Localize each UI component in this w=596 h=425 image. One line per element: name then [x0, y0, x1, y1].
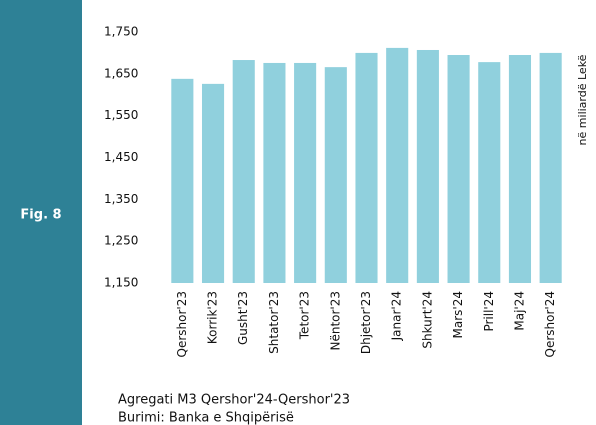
bar — [416, 49, 439, 283]
x-tick-label: Prill'24 — [482, 291, 496, 332]
bar — [294, 62, 317, 283]
y-tick-label: 1,350 — [104, 192, 138, 206]
x-tick-label: Janar'24 — [390, 291, 404, 341]
bar — [232, 60, 255, 283]
fig-label: Fig. 8 — [20, 208, 61, 223]
y-tick-label: 1,750 — [104, 25, 138, 39]
source: Burimi: Banka e Shqipërisë — [118, 411, 294, 425]
x-tick-label: Qershor'23 — [175, 291, 189, 357]
bar — [386, 47, 409, 283]
y-tick-label: 1,450 — [104, 150, 138, 164]
bar — [508, 55, 532, 284]
bar — [263, 62, 286, 283]
y-tick-label: 1,550 — [104, 108, 138, 122]
y-tick-label: 1,650 — [104, 66, 138, 80]
x-tick-label: Shtator'23 — [267, 291, 281, 354]
x-tick-label: Nëntor'23 — [328, 291, 342, 351]
x-tick-label: Tetor'23 — [298, 291, 312, 340]
y-tick-label: 1,150 — [104, 276, 138, 290]
bar — [324, 67, 347, 283]
bar — [478, 62, 501, 284]
x-tick-label: Maj'24 — [512, 291, 526, 331]
bar — [171, 78, 194, 283]
bar — [201, 83, 225, 283]
x-tick-label: Qershor'24 — [543, 291, 557, 357]
bar — [539, 52, 562, 283]
y-axis-label: në miliardë Lekë — [576, 54, 589, 145]
caption: Agregati M3 Qershor'24-Qershor'23 — [118, 393, 350, 408]
x-tick-label: Mars'24 — [451, 291, 465, 338]
sidebar — [0, 0, 82, 425]
x-tick-label: Gusht'23 — [236, 291, 250, 345]
y-tick-label: 1,250 — [104, 234, 138, 248]
x-tick-label: Shkurt'24 — [420, 291, 434, 349]
bar — [447, 55, 470, 284]
bar — [355, 52, 378, 283]
x-tick-label: Dhjetor'23 — [359, 291, 373, 354]
x-tick-label: Korrik'23 — [206, 291, 220, 344]
